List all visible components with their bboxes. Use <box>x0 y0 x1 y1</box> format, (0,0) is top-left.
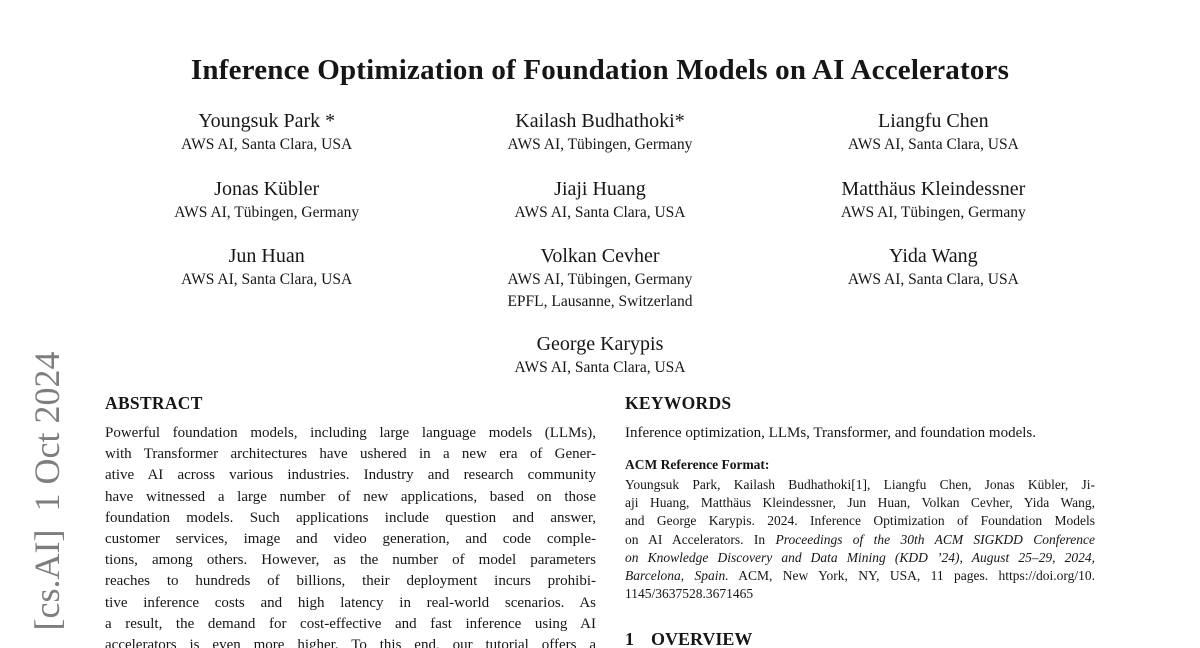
author-row-2: Jonas Kübler AWS AI, Tübingen, Germany J… <box>100 176 1100 224</box>
author-block: Jonas Kübler AWS AI, Tübingen, Germany <box>100 176 433 224</box>
author-affiliation: AWS AI, Tübingen, Germany <box>507 136 693 153</box>
section-heading-overview: 1 OVERVIEW <box>625 629 1095 648</box>
acm-reference-line: aji Huang, Matthäus Kleindessner, Jun Hu… <box>625 495 1095 511</box>
abstract-line: tions, among others. However, as the num… <box>105 552 596 569</box>
author-block: Volkan Cevher AWS AI, Tübingen, Germany … <box>433 243 766 313</box>
author-block: George Karypis AWS AI, Santa Clara, USA <box>100 331 1100 379</box>
arxiv-stamp: [cs.AI] 1 Oct 2024 <box>27 351 67 631</box>
acm-reference-text: on AI Accelerators. In <box>625 531 776 547</box>
abstract-line: with Transformer architectures have ushe… <box>105 446 596 463</box>
author-row-4: George Karypis AWS AI, Santa Clara, USA <box>100 331 1100 379</box>
author-block: Yida Wang AWS AI, Santa Clara, USA <box>767 243 1100 313</box>
acm-reference-venue: Barcelona, Spain. <box>625 568 729 584</box>
abstract-line: foundation models. Such applications inc… <box>105 509 596 526</box>
author-name: Kailash Budhathoki* <box>515 110 685 132</box>
author-name: Liangfu Chen <box>878 110 989 132</box>
author-affiliation: AWS AI, Santa Clara, USA <box>514 359 686 376</box>
abstract-heading: ABSTRACT <box>105 393 203 413</box>
author-affiliation: AWS AI, Santa Clara, USA <box>514 204 686 221</box>
section-number: 1 <box>625 629 634 648</box>
author-name: Matthäus Kleindessner <box>841 178 1026 200</box>
abstract-line: tive inference costs and high latency in… <box>105 594 596 611</box>
acm-reference-heading: ACM Reference Format: <box>625 457 770 472</box>
author-block: Liangfu Chen AWS AI, Santa Clara, USA <box>767 108 1100 156</box>
author-row-3: Jun Huan AWS AI, Santa Clara, USA Volkan… <box>100 243 1100 313</box>
author-affiliation: AWS AI, Santa Clara, USA <box>847 136 1019 153</box>
paper-title: Inference Optimization of Foundation Mod… <box>190 54 1010 86</box>
acm-reference-line: on AI Accelerators. In Proceedings of th… <box>625 531 1095 549</box>
author-name: Yida Wang <box>889 245 978 267</box>
author-name: Jiaji Huang <box>554 178 646 200</box>
abstract-line: have witnessed a large number of new app… <box>105 488 596 505</box>
abstract-column: ABSTRACT Powerful foundation models, inc… <box>105 393 596 648</box>
acm-reference-venue: Proceedings of the 30th ACM SIGKDD Confe… <box>775 531 1095 547</box>
author-block: Matthäus Kleindessner AWS AI, Tübingen, … <box>767 176 1100 224</box>
author-row-1: Youngsuk Park * AWS AI, Santa Clara, USA… <box>100 108 1100 156</box>
author-name: Volkan Cevher <box>540 245 660 267</box>
author-affiliation: AWS AI, Tübingen, Germany <box>174 204 360 221</box>
author-name: Youngsuk Park * <box>198 110 336 132</box>
author-name: Jun Huan <box>228 245 305 267</box>
acm-reference-line: Barcelona, Spain. ACM, New York, NY, USA… <box>625 567 1095 585</box>
author-affiliation: AWS AI, Santa Clara, USA <box>847 271 1019 288</box>
acm-reference-text: ACM, New York, NY, USA, 11 pages. https:… <box>728 568 1095 584</box>
abstract-line: reaches to hundreds of billions, their d… <box>105 573 596 590</box>
abstract-line: Powerful foundation models, including la… <box>105 425 596 441</box>
acm-reference-line: and George Karypis. 2024. Inference Opti… <box>625 513 1095 529</box>
author-block: Kailash Budhathoki* AWS AI, Tübingen, Ge… <box>433 108 766 156</box>
author-name: Jonas Kübler <box>214 178 320 200</box>
acm-reference-doi: 1145/3637528.3671465 <box>625 586 754 602</box>
abstract-line: a result, the demand for cost-effective … <box>105 615 596 632</box>
author-block: Youngsuk Park * AWS AI, Santa Clara, USA <box>100 108 433 156</box>
author-affiliation: AWS AI, Tübingen, Germany <box>507 271 693 288</box>
author-affiliation: EPFL, Lausanne, Switzerland <box>507 293 693 310</box>
section-title: OVERVIEW <box>651 629 753 648</box>
acm-reference-line: Youngsuk Park, Kailash Budhathoki[1], Li… <box>625 477 1095 492</box>
author-name: George Karypis <box>536 333 664 355</box>
author-block: Jun Huan AWS AI, Santa Clara, USA <box>100 243 433 313</box>
author-affiliation: AWS AI, Santa Clara, USA <box>181 271 353 288</box>
author-block: Jiaji Huang AWS AI, Santa Clara, USA <box>433 176 766 224</box>
keywords-text: Inference optimization, LLMs, Transforme… <box>625 425 1036 441</box>
abstract-line: ative AI across various industries. Indu… <box>105 467 596 484</box>
abstract-line: customer services, image and video gener… <box>105 531 596 548</box>
keywords-heading: KEYWORDS <box>625 393 732 413</box>
acm-reference-line: on Knowledge Discovery and Data Mining (… <box>625 549 1095 565</box>
author-affiliation: AWS AI, Santa Clara, USA <box>181 136 353 153</box>
keywords-column: KEYWORDS Inference optimization, LLMs, T… <box>625 393 1095 648</box>
abstract-line: accelerators is even more higher. To thi… <box>105 637 596 648</box>
author-affiliation: AWS AI, Tübingen, Germany <box>840 204 1026 221</box>
